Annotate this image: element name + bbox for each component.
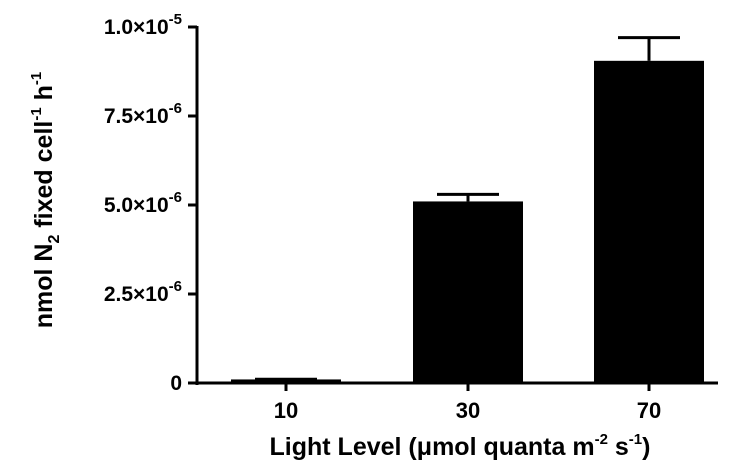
bar bbox=[594, 60, 704, 383]
x-title-part4: ) bbox=[642, 433, 650, 461]
x-axis-title: Light Level (μmol quanta m-2 s-1) bbox=[270, 431, 651, 461]
y-title-superscript2: -1 bbox=[28, 72, 45, 85]
y-title-part3: h bbox=[30, 85, 58, 107]
bar bbox=[413, 201, 523, 383]
y-tick-label: 0 bbox=[170, 372, 182, 395]
y-axis-title: nmol N2 fixed cell-1 h-1 bbox=[28, 72, 63, 328]
bars bbox=[231, 36, 704, 383]
x-title-part2: mol quanta m bbox=[432, 433, 595, 461]
y-tick-label: 5.0×10-6 bbox=[104, 189, 182, 217]
y-title-superscript1: -1 bbox=[28, 107, 45, 120]
x-title-superscript2: -1 bbox=[629, 431, 642, 448]
x-title-mu: μ bbox=[417, 433, 432, 461]
y-title-subscript: 2 bbox=[46, 235, 63, 244]
y-title-part1: nmol N bbox=[30, 244, 58, 329]
x-title-part1: Light Level ( bbox=[270, 433, 418, 461]
bar bbox=[231, 379, 341, 383]
x-axis: 10 30 70 bbox=[195, 381, 718, 423]
y-title-part2: fixed cell bbox=[30, 121, 58, 235]
x-tick-label: 10 bbox=[274, 398, 298, 423]
x-title-part3: s bbox=[608, 433, 629, 461]
y-tick-label: 7.5×10-6 bbox=[104, 100, 182, 128]
x-tick-label: 30 bbox=[456, 398, 480, 423]
y-axis: 0 2.5×10-6 5.0×10-6 7.5×10-6 1.0×10-5 bbox=[104, 11, 199, 395]
y-tick-label: 2.5×10-6 bbox=[104, 278, 182, 306]
x-tick-label: 70 bbox=[637, 398, 661, 423]
x-title-superscript1: -2 bbox=[595, 431, 608, 448]
y-tick-label: 1.0×10-5 bbox=[104, 11, 182, 39]
